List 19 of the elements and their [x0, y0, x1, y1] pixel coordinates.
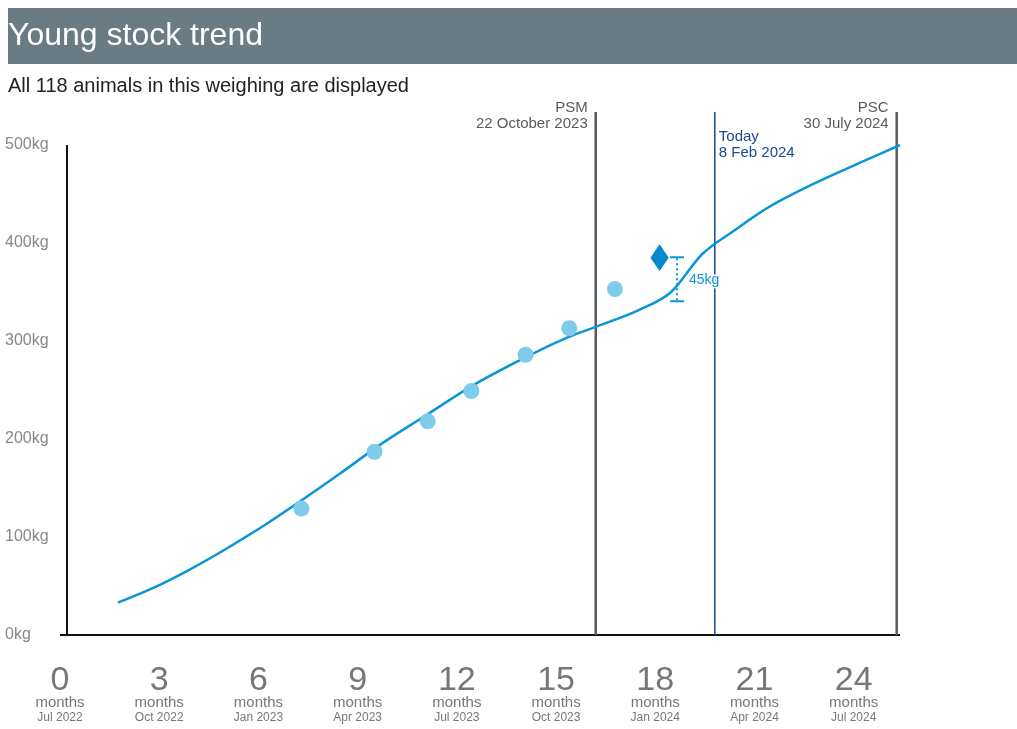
chart-subtitle: All 118 animals in this weighing are displayed [8, 74, 409, 96]
ref-line-label: PSC 30 July 2024 [803, 98, 889, 131]
point [293, 500, 310, 517]
point [606, 281, 623, 298]
point [419, 413, 436, 430]
point [517, 346, 534, 363]
y-tick-label: 0kg [5, 625, 31, 642]
point [561, 320, 578, 337]
point [463, 383, 480, 399]
ref-line-label: PSM 22 October 2023 [476, 98, 588, 131]
y-tick-label: 100kg [5, 527, 49, 544]
y-tick-label: 300kg [5, 331, 49, 348]
ref-line-label: Today 8 Feb 2024 [718, 127, 795, 160]
y-tick-label: 400kg [5, 233, 49, 250]
point [366, 443, 383, 460]
y-tick-label: 200kg [5, 429, 49, 446]
line-series [116, 143, 902, 604]
y-tick-label: 500kg [5, 135, 49, 152]
chart-title: Young stock trend [8, 16, 263, 52]
